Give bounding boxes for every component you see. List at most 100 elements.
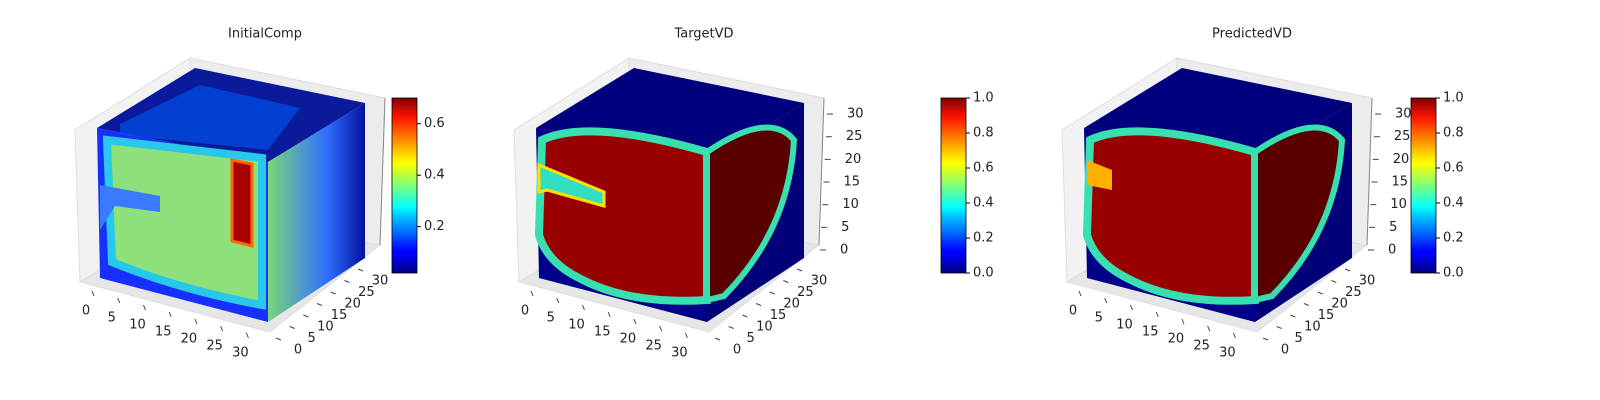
- x-tick: [220, 325, 224, 332]
- z-tick-label: 10: [842, 197, 859, 212]
- x-tick: [659, 325, 663, 332]
- colorbar-tick-label: 0.6: [1443, 161, 1464, 176]
- x-tick: [1104, 297, 1108, 304]
- y-tick-label: 15: [770, 308, 787, 323]
- y-tick-label: 10: [756, 320, 773, 335]
- colorbar-tick-label: 0.4: [1443, 196, 1464, 211]
- y-tick-label: 25: [358, 285, 375, 300]
- colorbar-tick-label: 0.2: [1443, 231, 1464, 246]
- x-tick: [1130, 304, 1133, 311]
- x-tick-label: 15: [1142, 325, 1159, 340]
- y-tick-label: 25: [1345, 285, 1362, 300]
- x-tick: [607, 311, 611, 318]
- x-tick-label: 20: [620, 332, 637, 347]
- y-tick: [344, 280, 350, 283]
- voxel-region: [1252, 124, 1346, 304]
- x-tick: [530, 290, 534, 297]
- x-tick-label: 10: [568, 318, 585, 333]
- y-tick-label: 30: [372, 274, 389, 289]
- colorbar-tick-label: 0.8: [1443, 126, 1464, 141]
- colorbar-tick-label: 0.0: [973, 266, 994, 281]
- x-tick: [168, 311, 172, 318]
- y-tick: [330, 291, 336, 295]
- y-tick-label: 10: [1304, 320, 1321, 335]
- y-tick-label: 0: [733, 343, 741, 358]
- z-tick-label: 0: [1388, 243, 1396, 258]
- z-tick-label: 25: [1394, 129, 1411, 144]
- x-tick-label: 20: [181, 332, 198, 347]
- x-tick: [1207, 325, 1211, 332]
- colorbar-tick-label: 0.0: [1443, 266, 1464, 281]
- colorbar: [940, 97, 967, 274]
- subplot-title: InitialComp: [228, 27, 302, 42]
- x-tick-label: 30: [1219, 346, 1236, 361]
- y-tick-label: 5: [1295, 331, 1303, 346]
- colorbar-tick-label: 0.8: [973, 126, 994, 141]
- y-tick: [783, 280, 789, 283]
- voxel-region: [102, 135, 266, 310]
- x-tick: [556, 297, 560, 304]
- y-tick-label: 10: [317, 320, 334, 335]
- x-tick: [117, 297, 121, 304]
- y-tick: [1276, 326, 1282, 329]
- z-tick-label: 0: [840, 243, 848, 258]
- z-tick-label: 15: [844, 175, 861, 190]
- colorbar-tick-label: 0.6: [424, 116, 445, 131]
- z-tick-label: 10: [1390, 197, 1407, 212]
- x-tick: [245, 332, 249, 339]
- x-tick-label: 25: [1193, 339, 1210, 354]
- colorbar-tick-label: 0.2: [973, 231, 994, 246]
- y-tick-label: 20: [1331, 297, 1348, 312]
- x-tick-label: 25: [645, 339, 662, 354]
- x-tick: [633, 318, 637, 325]
- voxel-region: [230, 158, 254, 248]
- z-tick-label: 25: [846, 129, 863, 144]
- colorbar-tick-label: 0.4: [424, 168, 445, 183]
- subplot-title: TargetVD: [673, 27, 733, 42]
- z-tick-label: 30: [1395, 107, 1412, 122]
- z-tick-label: 20: [845, 152, 862, 167]
- voxel-region: [100, 185, 160, 230]
- y-tick: [1290, 314, 1296, 318]
- x-tick-label: 15: [594, 325, 611, 340]
- z-axis: [818, 97, 825, 246]
- subplot-title: PredictedVD: [1212, 27, 1292, 42]
- x-tick-label: 5: [1095, 311, 1103, 326]
- cube-right: [268, 103, 365, 322]
- colorbar: [391, 97, 418, 274]
- y-tick: [289, 326, 295, 329]
- y-tick: [316, 303, 323, 306]
- y-tick-label: 20: [783, 297, 800, 312]
- voxel-region: [1082, 127, 1259, 305]
- x-tick: [143, 304, 146, 311]
- y-tick: [769, 291, 775, 295]
- x-tick-label: 10: [1116, 318, 1133, 333]
- z-axis: [1366, 97, 1373, 246]
- colorbar-tick-label: 1.0: [973, 91, 994, 106]
- y-tick-label: 25: [797, 285, 814, 300]
- y-tick: [357, 268, 364, 272]
- z-axis: [379, 97, 386, 246]
- y-tick: [303, 314, 309, 318]
- x-tick-label: 10: [129, 318, 146, 333]
- y-tick: [275, 337, 282, 341]
- y-tick: [1317, 291, 1323, 295]
- y-tick: [1262, 337, 1269, 341]
- y-tick-label: 0: [1281, 343, 1289, 358]
- y-tick: [755, 303, 762, 306]
- x-tick-label: 0: [82, 304, 90, 319]
- y-tick-label: 0: [294, 343, 302, 358]
- x-tick: [684, 332, 688, 339]
- x-tick: [1181, 318, 1185, 325]
- x-tick-label: 0: [521, 304, 529, 319]
- colorbar: [1410, 97, 1437, 274]
- y-tick: [1303, 303, 1310, 306]
- y-tick-label: 5: [747, 331, 755, 346]
- x-tick-label: 15: [155, 325, 172, 340]
- y-tick-label: 5: [308, 331, 316, 346]
- y-tick: [728, 326, 734, 329]
- z-tick-label: 15: [1392, 175, 1409, 190]
- x-tick: [1155, 311, 1159, 318]
